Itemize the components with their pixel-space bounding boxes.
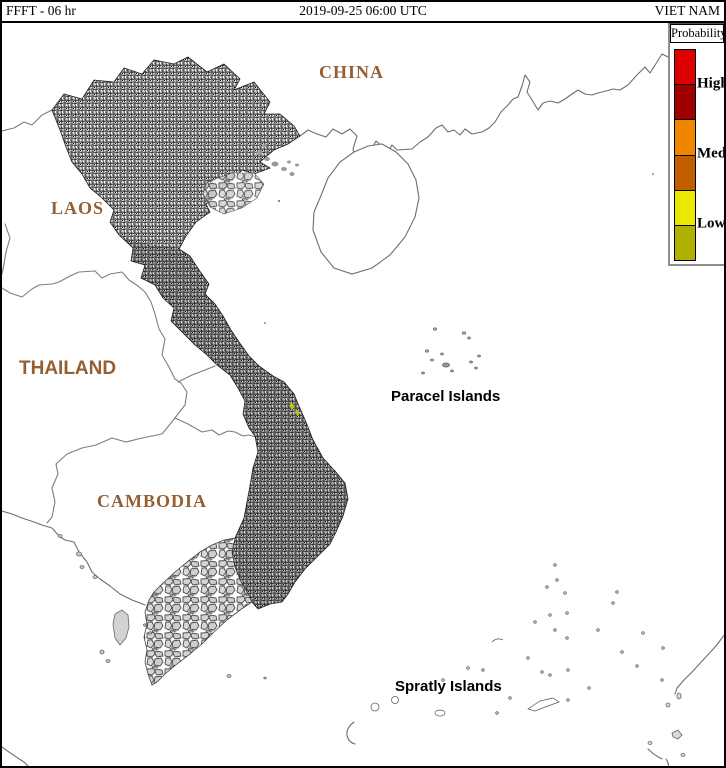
probability-legend: Probability High Med Low [668,23,726,266]
spratly-ring-2 [391,696,399,704]
region-label: VIET NAM [654,3,720,18]
timestamp-label: 2019-09-25 06:00 UTC [299,3,427,18]
coast-curl [346,721,356,745]
red-river-delta-patch [202,172,265,215]
thailand-label: THAILAND [19,358,117,379]
alert-mark [295,410,300,416]
header-bar: FFFT - 06 hr 2019-09-25 06:00 UTC VIET N… [2,2,724,23]
mekong-delta [143,537,253,686]
spratly-islands-label: Spratly Islands [395,678,502,695]
paracel-islands-group [421,327,481,375]
legend-label-high: High [697,75,726,92]
thailand-cambodia-border [46,417,176,524]
laos-cambodia-border [177,365,216,383]
alert-mark [290,402,294,410]
vietnam-communes-layer [51,56,349,686]
borneo-fragments [647,748,670,766]
halong-islands [256,144,299,176]
legend-segment [675,190,695,226]
legend-segment [675,50,695,86]
vietnam-cambodia-border [174,417,257,438]
cambodia-label: CAMBODIA [97,491,207,511]
spratly-islands-group [370,563,665,717]
gulf-of-thailand-coast [2,510,146,606]
legend-label-med: Med [697,145,726,162]
sea-dots [264,173,654,324]
malay-coast [2,746,29,766]
central-south-darker-overlay [119,235,348,609]
laos-thailand-border [2,223,11,275]
laos-label: LAOS [51,198,105,218]
spratly-oval [434,709,446,717]
phu-quoc-island [112,609,130,646]
legend-label-low: Low [697,215,726,232]
hainan-island [312,143,420,275]
china-label: CHINA [319,62,385,82]
legend-segment [675,120,695,156]
palawan-islets [647,692,686,757]
legend-segment [675,225,695,261]
vietnam-mainland [51,56,349,610]
country-borders [2,109,257,524]
legend-segment [675,85,695,121]
china-laos-border [2,109,53,132]
product-id-label: FFFT - 06 hr [6,3,76,18]
palawan-coast [674,634,724,695]
legend-colorbar [674,49,696,261]
alert-specks [290,402,300,416]
legend-title: Probability [670,24,724,43]
gulf-islands [57,534,267,680]
legend-segment [675,155,695,191]
spratly-ring-1 [370,702,380,712]
paracel-islands-label: Paracel Islands [391,388,501,405]
spratly-elongated-island [527,697,560,712]
mekong-border [2,270,188,419]
